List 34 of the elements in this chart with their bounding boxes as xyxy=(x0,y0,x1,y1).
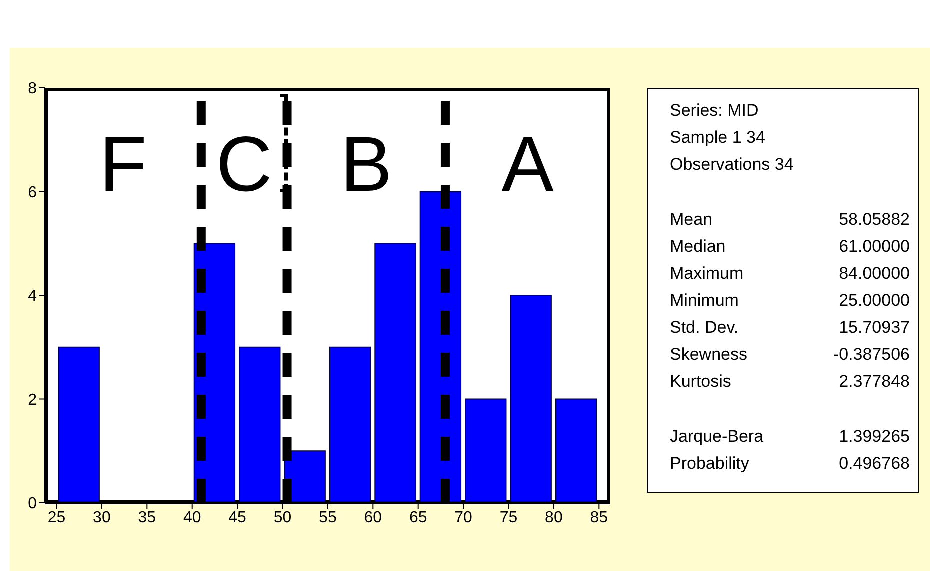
text: Skewness -0.387506 xyxy=(670,345,910,364)
x-tick-label: 25 xyxy=(48,509,66,526)
annotation: C xyxy=(215,120,274,208)
x-tick-label: 70 xyxy=(454,509,473,526)
x-tick-label: 75 xyxy=(500,509,518,526)
text: Minimum 25.00000 xyxy=(670,291,910,310)
text: Maximum 84.00000 xyxy=(670,264,910,283)
text: Std. Dev. 15.70937 xyxy=(670,318,910,337)
y-tick-label: 0 xyxy=(28,496,38,513)
text: Mean 58.05882 xyxy=(670,210,910,229)
x-tick-label: 55 xyxy=(319,509,337,526)
annotation: F xyxy=(98,120,148,208)
x-tick-label: 30 xyxy=(93,509,111,526)
text: Probability 0.496768 xyxy=(670,454,910,473)
text: Median 61.00000 xyxy=(670,237,910,256)
text: Observations 34 xyxy=(670,155,794,176)
y-tick-label: 4 xyxy=(28,288,38,306)
text: Kurtosis 2.377848 xyxy=(670,372,910,391)
x-tick-label: 60 xyxy=(364,509,382,526)
y-tick-label: 2 xyxy=(28,392,38,409)
y-tick-label: 6 xyxy=(28,184,38,202)
x-tick-label: 40 xyxy=(183,509,202,526)
x-tick-label: 85 xyxy=(590,509,608,526)
annotation: A xyxy=(500,120,555,208)
y-tick-label: 8 xyxy=(28,80,38,98)
text: Jarque-Bera 1.399265 xyxy=(670,427,910,446)
text: Sample 1 34 xyxy=(670,128,766,149)
x-tick-label: 65 xyxy=(409,509,428,526)
text: Series: MID xyxy=(670,101,759,122)
x-tick-label: 50 xyxy=(274,509,292,526)
x-tick-label: 45 xyxy=(228,509,247,526)
x-tick-label: 35 xyxy=(138,509,156,526)
annotation: B xyxy=(339,120,394,208)
x-tick-label: 80 xyxy=(545,509,563,526)
